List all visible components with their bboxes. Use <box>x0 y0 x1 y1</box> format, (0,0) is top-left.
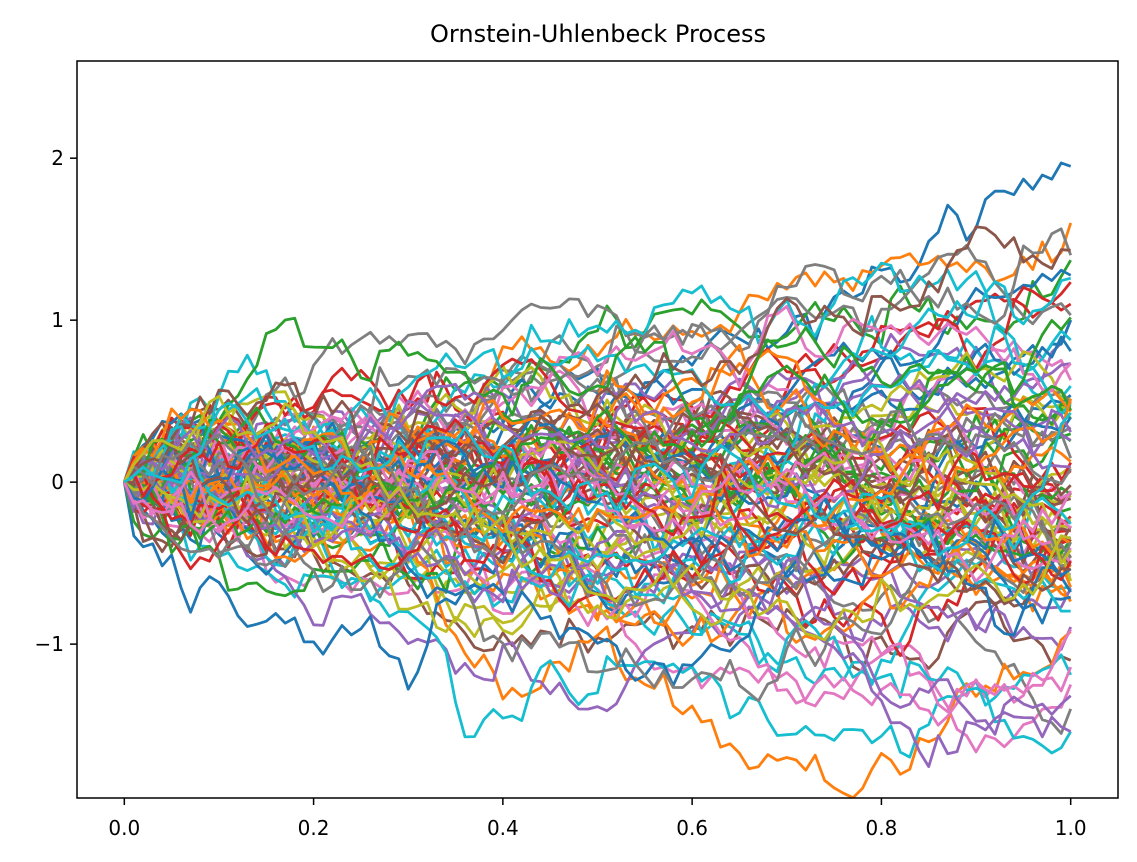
series-group <box>122 161 1073 798</box>
y-axis: −1 0 1 2 <box>35 146 77 656</box>
x-tick-label: 0.0 <box>108 816 140 840</box>
series-line-95 <box>123 382 1071 484</box>
x-tick-label: 0.2 <box>298 816 330 840</box>
series-line-83 <box>123 316 1072 506</box>
y-tick-label: 1 <box>51 308 64 332</box>
plot-frame <box>76 60 1119 799</box>
series-line-89 <box>123 430 1072 565</box>
series-line-71 <box>122 412 1072 687</box>
y-tick-label: 0 <box>51 470 64 494</box>
series-line-86 <box>124 225 1071 485</box>
series-line-100 <box>123 401 1072 558</box>
series-line-97 <box>123 440 1072 583</box>
series-line-90 <box>123 424 1071 613</box>
series-line-99 <box>123 394 1072 642</box>
series-line-76 <box>123 402 1072 542</box>
series-line-6 <box>123 481 1072 674</box>
series-line-75 <box>123 416 1072 736</box>
series-line-40 <box>123 261 1072 483</box>
series-line-96 <box>123 441 1071 606</box>
series-line-48 <box>123 227 1073 568</box>
chart-title: Ornstein-Uhlenbeck Process <box>430 20 766 48</box>
series-line-78 <box>123 481 1072 703</box>
series-line-82 <box>123 399 1072 578</box>
x-tick-label: 0.4 <box>487 816 519 840</box>
x-tick-label: 0.6 <box>676 816 708 840</box>
series-line-98 <box>123 409 1072 543</box>
series-line-92 <box>123 398 1073 534</box>
x-tick-label: 0.8 <box>866 816 898 840</box>
y-tick-label: 2 <box>51 146 64 170</box>
series-line-80 <box>123 325 1072 484</box>
x-axis: 0.0 0.2 0.4 0.6 0.8 1.0 <box>108 798 1087 840</box>
y-tick-label: −1 <box>35 632 64 656</box>
x-tick-label: 1.0 <box>1055 816 1087 840</box>
